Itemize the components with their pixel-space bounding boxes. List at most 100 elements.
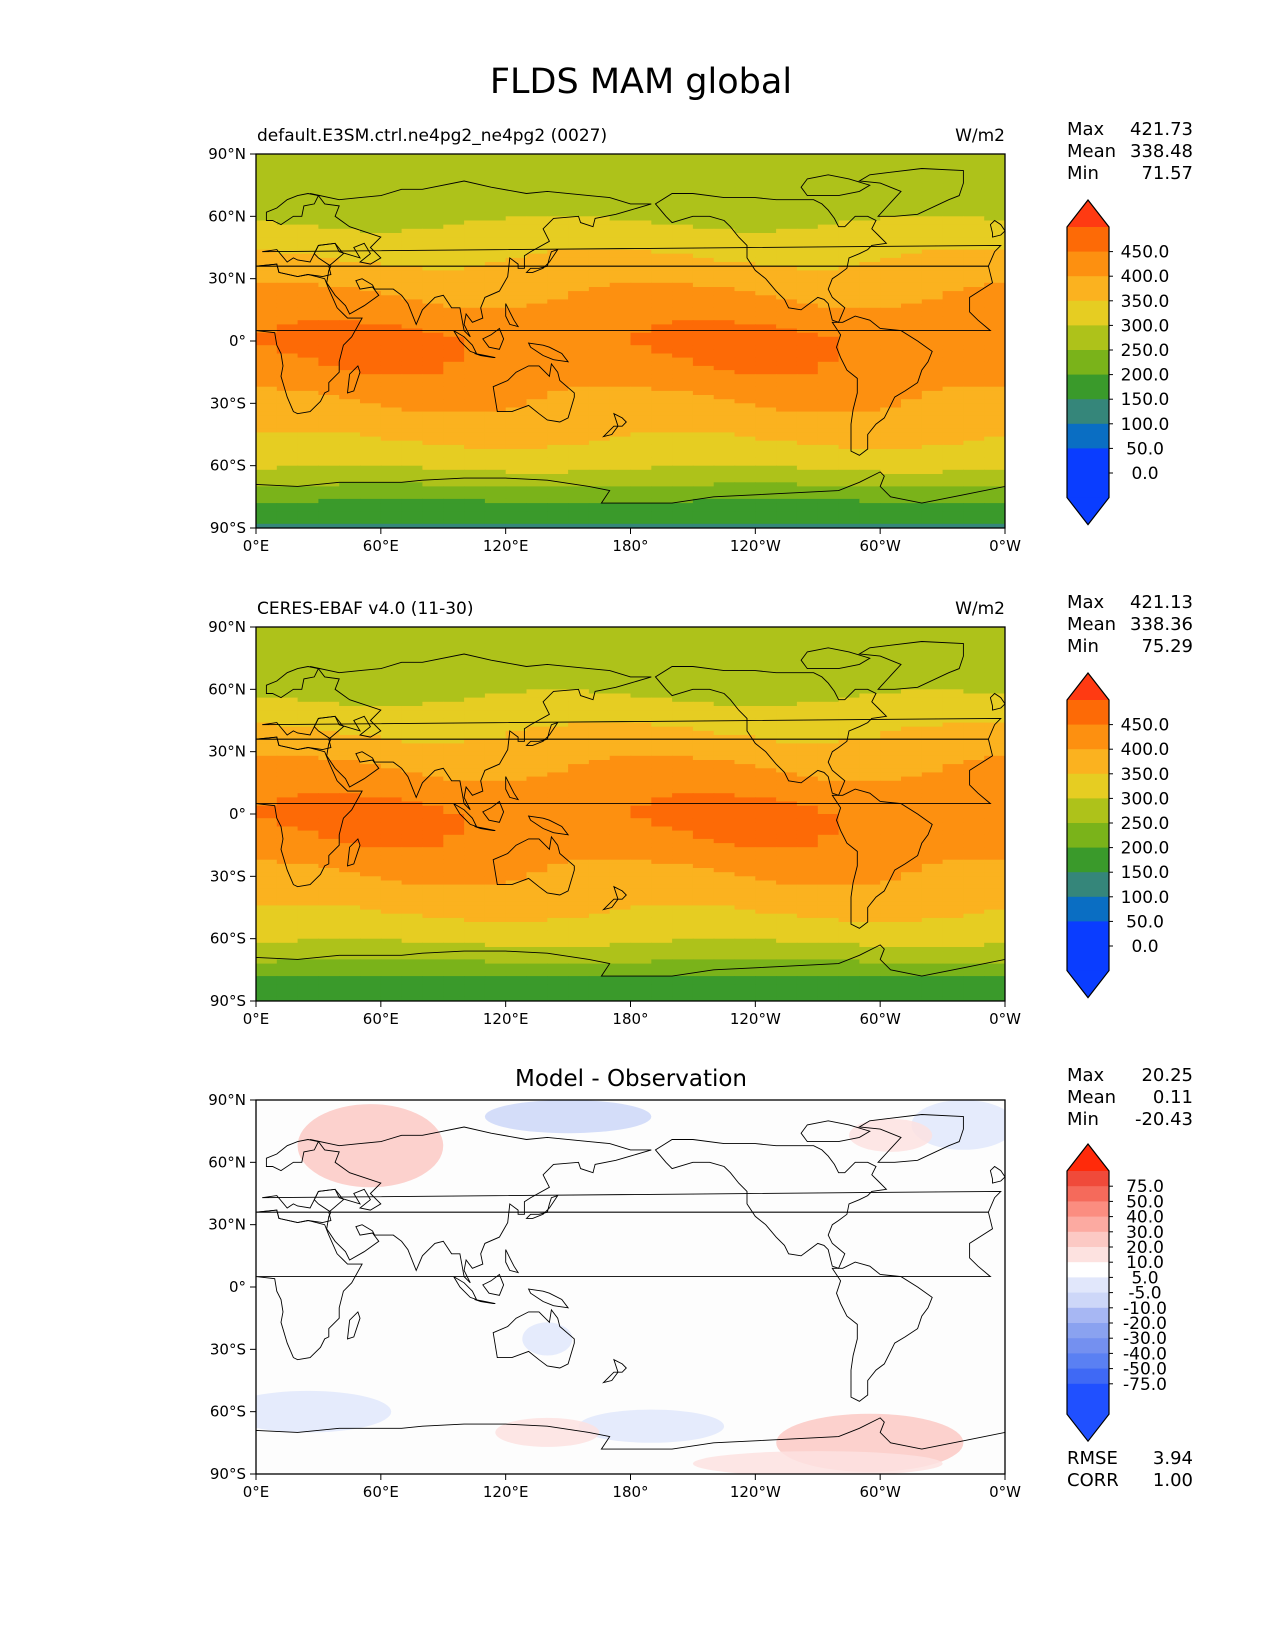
field-cell	[880, 784, 902, 790]
field-cell	[942, 291, 964, 296]
field-cell	[318, 735, 340, 740]
field-cell	[505, 324, 528, 330]
field-cell	[942, 449, 964, 454]
field-cell	[880, 651, 902, 657]
field-cell	[339, 382, 361, 388]
field-cell	[609, 307, 632, 313]
field-cell	[256, 764, 278, 769]
field-cell	[401, 474, 423, 479]
field-cell	[859, 245, 881, 251]
field-cell	[921, 635, 944, 641]
field-cell	[776, 693, 798, 699]
field-cell	[672, 474, 694, 479]
field-cell	[672, 199, 694, 205]
field-cell	[505, 187, 528, 192]
field-cell	[609, 382, 632, 388]
field-cell	[568, 257, 590, 263]
field-cell	[547, 714, 569, 720]
colorbar-segment	[1067, 448, 1109, 474]
field-cell	[464, 507, 486, 512]
field-cell	[422, 764, 444, 769]
field-cell	[276, 378, 299, 384]
field-cell	[256, 805, 278, 811]
field-cell	[422, 278, 444, 284]
field-cell	[588, 266, 611, 271]
field-cell	[318, 282, 340, 288]
field-cell	[963, 676, 985, 682]
field-cell	[630, 162, 652, 168]
field-cell	[692, 474, 715, 479]
field-cell	[256, 635, 278, 641]
field-cell	[401, 361, 423, 367]
field-cell	[838, 278, 860, 284]
field-cell	[901, 453, 923, 458]
field-cell	[963, 262, 985, 267]
field-cell	[859, 635, 881, 641]
field-cell	[464, 357, 486, 363]
field-cell	[297, 507, 319, 512]
field-cell	[942, 768, 964, 774]
field-cell	[526, 420, 548, 425]
field-cell	[339, 755, 361, 761]
field-cell	[880, 303, 902, 309]
field-cell	[443, 486, 465, 492]
field-cell	[339, 714, 361, 720]
field-cell	[276, 714, 299, 720]
field-cell	[588, 768, 611, 774]
field-cell	[380, 174, 403, 180]
field-cell	[443, 282, 465, 288]
field-cell	[443, 228, 465, 234]
field-cell	[568, 432, 590, 438]
field-cell	[963, 735, 985, 740]
field-cell	[609, 174, 632, 180]
field-cell	[755, 199, 777, 205]
stat-label: Min	[1067, 163, 1099, 184]
field-cell	[318, 361, 340, 367]
field-cell	[588, 199, 611, 205]
field-cell	[880, 245, 902, 251]
field-cell	[505, 403, 528, 409]
field-cell	[942, 212, 964, 217]
field-cell	[796, 270, 819, 276]
field-cell	[651, 768, 673, 774]
field-cell	[547, 178, 569, 184]
field-cell	[526, 178, 548, 184]
field-cell	[817, 178, 840, 184]
field-cell	[651, 784, 673, 790]
field-cell	[526, 519, 548, 525]
field-cell	[360, 664, 382, 670]
field-cell	[776, 498, 798, 504]
field-cell	[796, 714, 819, 720]
field-cell	[880, 336, 902, 342]
field-cell	[630, 453, 652, 458]
field-cell	[880, 714, 902, 720]
field-cell	[297, 701, 319, 707]
field-cell	[963, 469, 985, 475]
field-cell	[984, 639, 1005, 645]
field-cell	[921, 751, 944, 757]
field-cell	[464, 187, 486, 192]
field-cell	[380, 478, 403, 483]
field-cell	[318, 345, 340, 350]
field-cell	[297, 357, 319, 363]
field-cell	[588, 403, 611, 409]
field-cell	[692, 233, 715, 238]
field-cell	[422, 216, 444, 222]
field-cell	[609, 390, 632, 396]
field-cell	[276, 178, 299, 184]
field-cell	[859, 199, 881, 205]
field-cell	[901, 668, 923, 674]
field-cell	[422, 784, 444, 790]
field-cell	[360, 336, 382, 342]
field-cell	[817, 789, 840, 794]
field-cell	[963, 697, 985, 703]
field-cell	[859, 241, 881, 247]
field-cell	[297, 266, 319, 271]
field-cell	[380, 706, 403, 711]
field-cell	[256, 735, 278, 740]
field-cell	[713, 797, 736, 803]
field-cell	[755, 357, 777, 363]
field-cell	[796, 643, 819, 649]
field-cell	[276, 424, 299, 429]
field-cell	[755, 386, 777, 392]
